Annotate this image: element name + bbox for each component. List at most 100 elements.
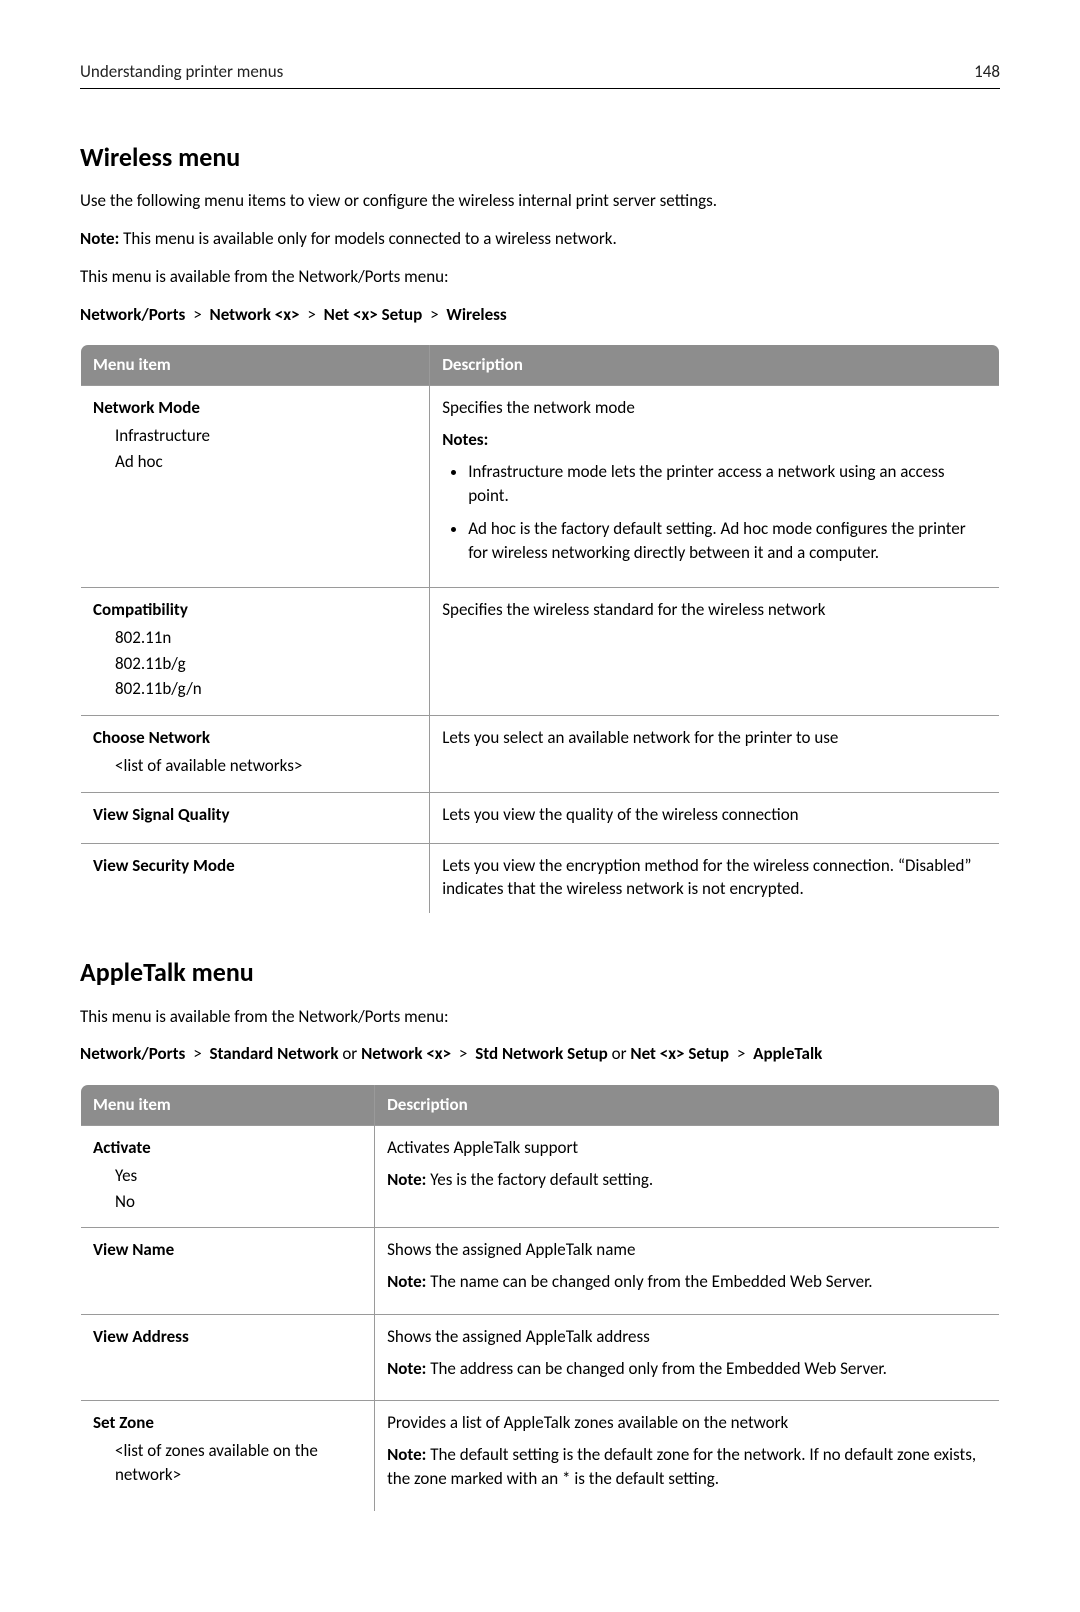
- cell-item: View Name: [81, 1228, 375, 1315]
- item-sub: <list of zones available on the network>: [93, 1439, 362, 1487]
- table-row: Network Mode Infrastructure Ad hoc Speci…: [81, 386, 1000, 588]
- th-menu-item: Menu item: [81, 1085, 375, 1126]
- cell-item: Choose Network <list of available networ…: [81, 716, 430, 793]
- notes-bullets: Infrastructure mode lets the printer acc…: [442, 460, 987, 565]
- bc-part: Standard Network: [210, 1043, 339, 1064]
- bc-sep: >: [303, 304, 319, 325]
- appletalk-avail: This menu is available from the Network/…: [80, 1005, 1000, 1029]
- bc-part: AppleTalk: [753, 1043, 822, 1064]
- desc-lead: Shows the assigned AppleTalk name: [387, 1238, 987, 1262]
- cell-desc: Activates AppleTalk support Note: Yes is…: [375, 1125, 1000, 1227]
- item-title: Set Zone: [93, 1411, 362, 1435]
- header-page-number: 148: [974, 60, 1000, 84]
- bc-sep: >: [189, 304, 205, 325]
- cell-desc: Lets you select an available network for…: [430, 716, 1000, 793]
- bc-part: Std Network Setup: [475, 1043, 608, 1064]
- note-label: Note:: [387, 1358, 426, 1379]
- bc-sep: >: [733, 1043, 749, 1064]
- desc-lead: Activates AppleTalk support: [387, 1136, 987, 1160]
- note-label: Note:: [387, 1444, 426, 1465]
- item-sub: Infrastructure: [93, 424, 417, 448]
- note-label: Note:: [80, 228, 119, 249]
- table-header-row: Menu item Description: [81, 1085, 1000, 1126]
- bc-or: or: [608, 1043, 631, 1064]
- note-label: Note:: [387, 1271, 426, 1292]
- table-row: Compatibility 802.11n 802.11b/g 802.11b/…: [81, 587, 1000, 715]
- note-text: The name can be changed only from the Em…: [426, 1271, 872, 1292]
- bc-part: Net <x> Setup: [324, 304, 423, 325]
- appletalk-breadcrumb: Network/Ports > Standard Network or Netw…: [80, 1042, 1000, 1066]
- cell-item: Compatibility 802.11n 802.11b/g 802.11b/…: [81, 587, 430, 715]
- cell-item: View Security Mode: [81, 843, 430, 914]
- note-text: This menu is available only for models c…: [119, 228, 617, 249]
- table-row: Activate Yes No Activates AppleTalk supp…: [81, 1125, 1000, 1227]
- table-row: View Security Mode Lets you view the enc…: [81, 843, 1000, 914]
- table-row: View Address Shows the assigned AppleTal…: [81, 1314, 1000, 1401]
- th-description: Description: [375, 1085, 1000, 1126]
- note-text: The default setting is the default zone …: [387, 1444, 976, 1489]
- bc-sep: >: [189, 1043, 205, 1064]
- item-sub: 802.11b/g: [93, 652, 417, 676]
- item-sub: 802.11b/g/n: [93, 677, 417, 701]
- bc-part: Network <x>: [361, 1043, 451, 1064]
- desc-lead: Provides a list of AppleTalk zones avail…: [387, 1411, 987, 1435]
- item-title: Compatibility: [93, 598, 417, 622]
- cell-item: Set Zone <list of zones available on the…: [81, 1401, 375, 1511]
- cell-item: View Signal Quality: [81, 792, 430, 843]
- wireless-heading: Wireless menu: [80, 139, 1000, 175]
- bc-sep: >: [426, 304, 442, 325]
- note-text: The address can be changed only from the…: [426, 1358, 887, 1379]
- table-row: View Name Shows the assigned AppleTalk n…: [81, 1228, 1000, 1315]
- item-title: View Name: [93, 1238, 362, 1262]
- table-row: View Signal Quality Lets you view the qu…: [81, 792, 1000, 843]
- bullet-item: Infrastructure mode lets the printer acc…: [468, 460, 987, 508]
- bc-part: Wireless: [446, 304, 506, 325]
- cell-desc: Provides a list of AppleTalk zones avail…: [375, 1401, 1000, 1511]
- note-text: Yes is the factory default setting.: [426, 1169, 653, 1190]
- bc-part: Network <x>: [210, 304, 300, 325]
- item-title: Choose Network: [93, 726, 417, 750]
- item-sub: Ad hoc: [93, 450, 417, 474]
- desc-lead: Shows the assigned AppleTalk address: [387, 1325, 987, 1349]
- cell-desc: Lets you view the encryption method for …: [430, 843, 1000, 914]
- table-row: Set Zone <list of zones available on the…: [81, 1401, 1000, 1511]
- bc-part: Network/Ports: [80, 304, 185, 325]
- bullet-item: Ad hoc is the factory default setting. A…: [468, 517, 987, 565]
- item-sub: No: [93, 1190, 362, 1214]
- table-header-row: Menu item Description: [81, 345, 1000, 386]
- cell-desc: Shows the assigned AppleTalk address Not…: [375, 1314, 1000, 1401]
- desc-lead: Specifies the network mode: [442, 396, 987, 420]
- cell-desc: Specifies the wireless standard for the …: [430, 587, 1000, 715]
- note-label: Note:: [387, 1169, 426, 1190]
- header-title: Understanding printer menus: [80, 60, 283, 84]
- cell-desc: Specifies the network mode Notes: Infras…: [430, 386, 1000, 588]
- item-title: Network Mode: [93, 396, 417, 420]
- item-sub: 802.11n: [93, 626, 417, 650]
- wireless-breadcrumb: Network/Ports > Network <x> > Net <x> Se…: [80, 303, 1000, 327]
- item-sub: Yes: [93, 1164, 362, 1188]
- wireless-avail: This menu is available from the Network/…: [80, 265, 1000, 289]
- item-title: Activate: [93, 1136, 362, 1160]
- bc-or: or: [339, 1043, 362, 1064]
- cell-item: Activate Yes No: [81, 1125, 375, 1227]
- item-title: View Address: [93, 1325, 362, 1349]
- wireless-table: Menu item Description Network Mode Infra…: [80, 344, 1000, 914]
- th-menu-item: Menu item: [81, 345, 430, 386]
- cell-desc: Lets you view the quality of the wireles…: [430, 792, 1000, 843]
- item-sub: <list of available networks>: [93, 754, 417, 778]
- item-title: View Signal Quality: [93, 803, 417, 827]
- cell-desc: Shows the assigned AppleTalk name Note: …: [375, 1228, 1000, 1315]
- bc-part: Network/Ports: [80, 1043, 185, 1064]
- item-title: View Security Mode: [93, 854, 417, 878]
- bc-part: Net <x> Setup: [630, 1043, 729, 1064]
- th-description: Description: [430, 345, 1000, 386]
- table-row: Choose Network <list of available networ…: [81, 716, 1000, 793]
- appletalk-heading: AppleTalk menu: [80, 954, 1000, 990]
- bc-sep: >: [455, 1043, 471, 1064]
- appletalk-table: Menu item Description Activate Yes No Ac…: [80, 1084, 1000, 1512]
- cell-item: Network Mode Infrastructure Ad hoc: [81, 386, 430, 588]
- running-header: Understanding printer menus 148: [80, 60, 1000, 89]
- wireless-intro: Use the following menu items to view or …: [80, 189, 1000, 213]
- wireless-note: Note: This menu is available only for mo…: [80, 227, 1000, 251]
- cell-item: View Address: [81, 1314, 375, 1401]
